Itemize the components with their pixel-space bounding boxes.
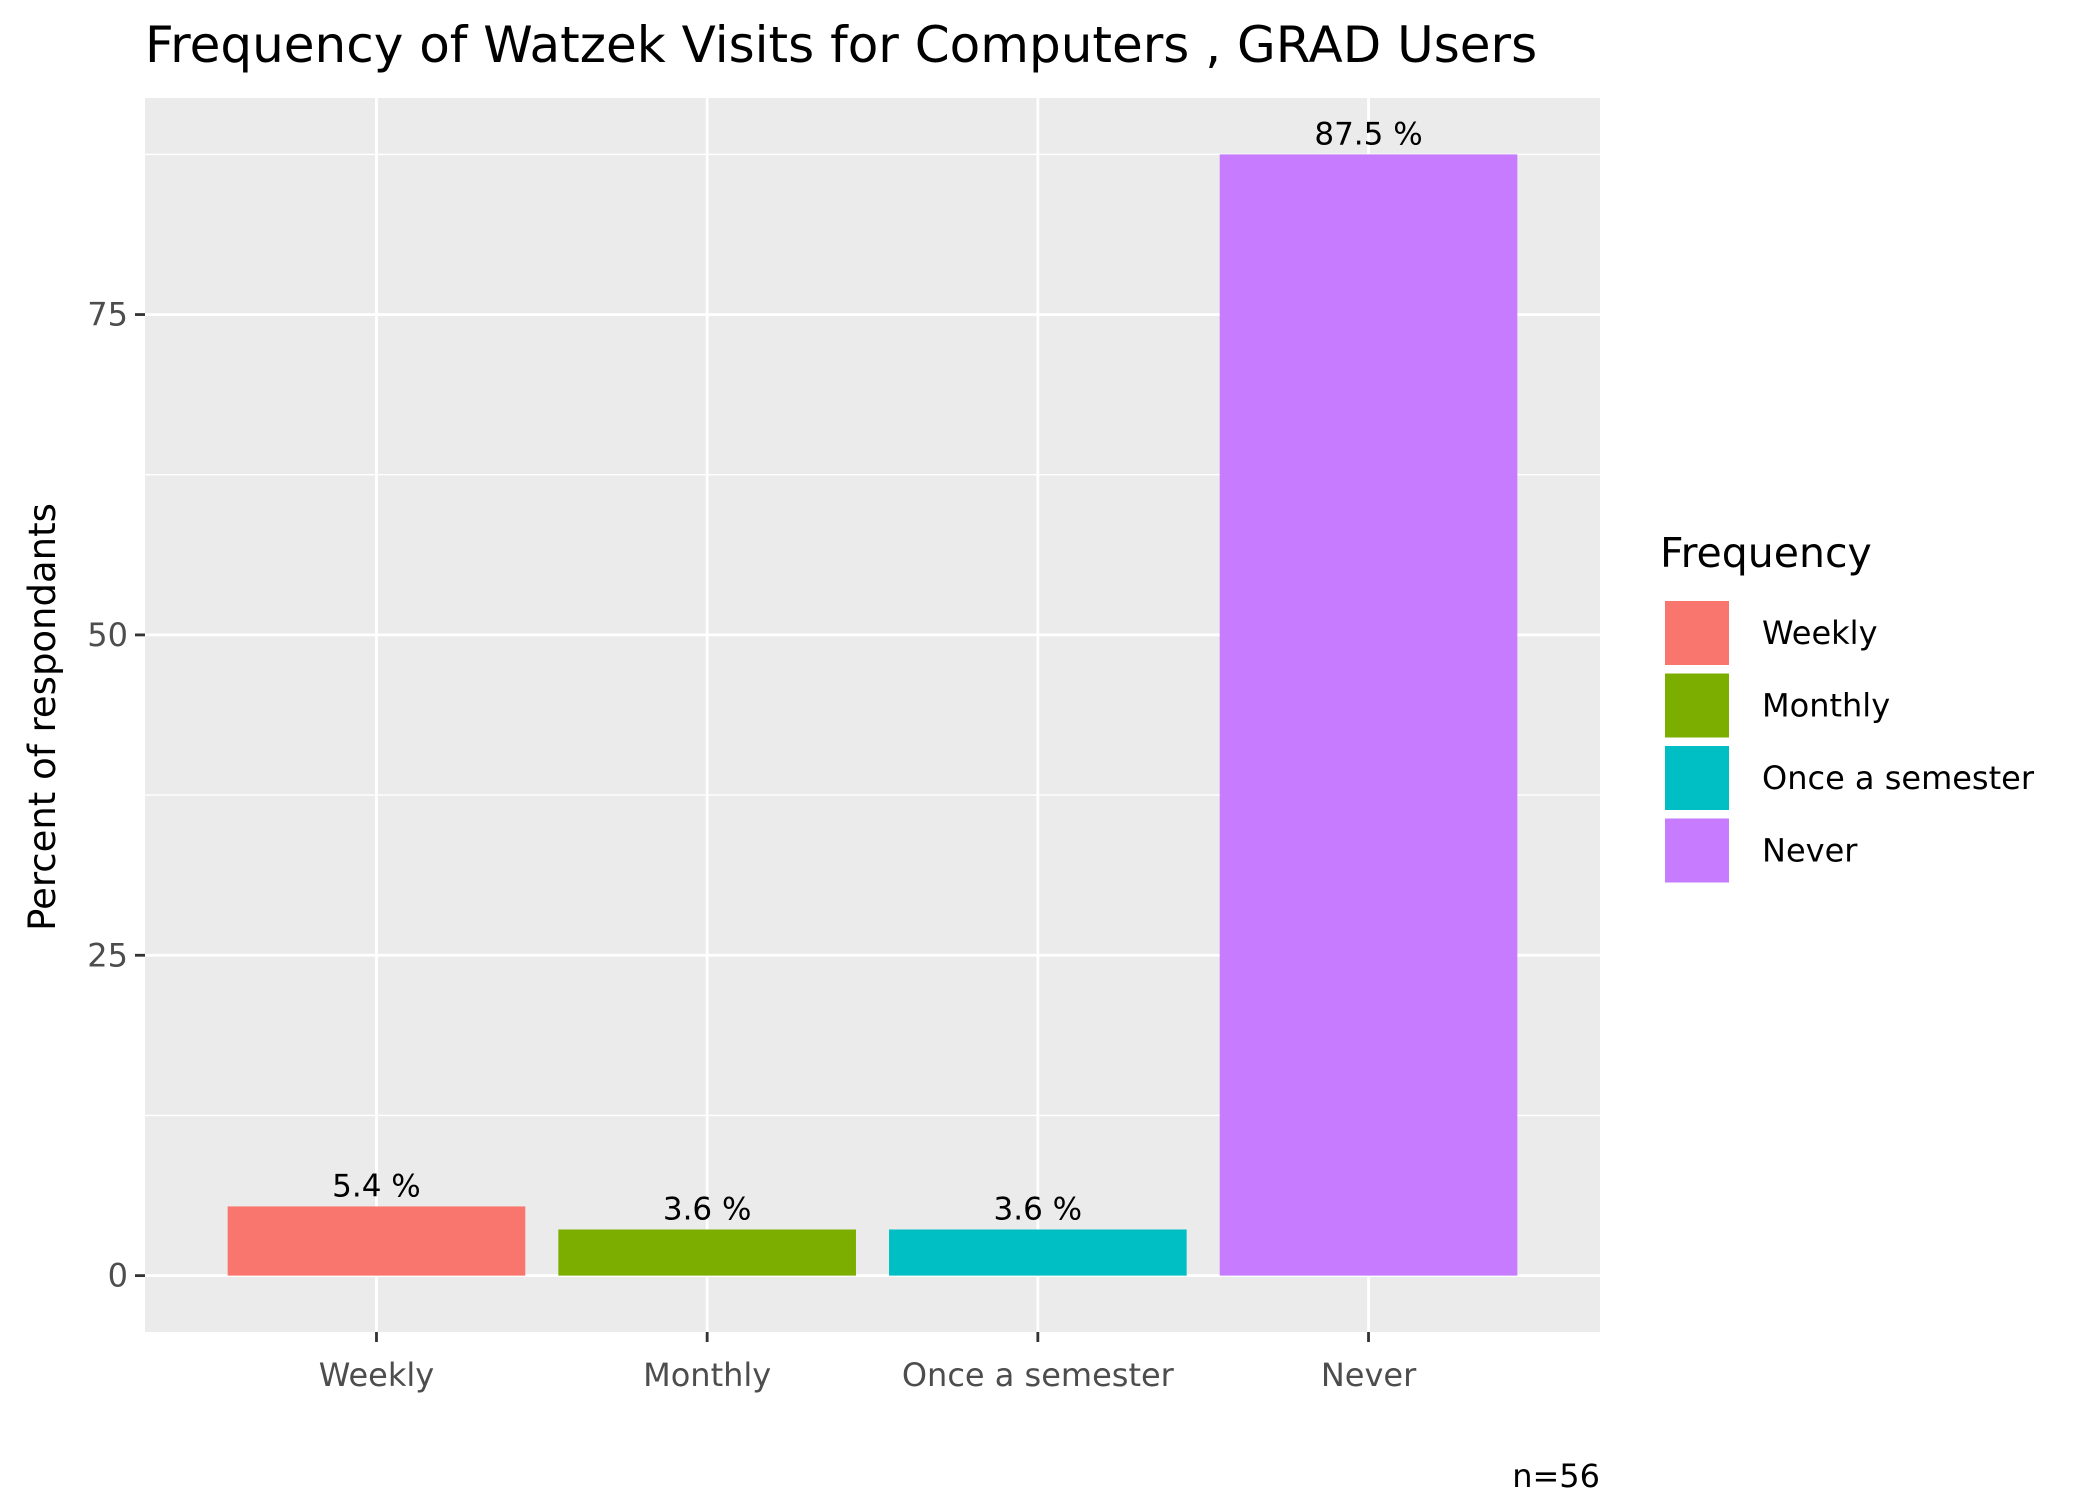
y-axis-title: Percent of respondants [21,503,64,931]
legend-title: Frequency [1660,529,1872,577]
bar-never [1219,154,1518,1276]
legend-items: Weekly Monthly Once a semester Never [1663,599,2035,885]
legend-swatch [1663,671,1731,740]
legend-swatch [1663,599,1731,667]
bar-weekly [227,1206,526,1276]
bar-value-label: 87.5 % [1314,116,1422,152]
legend: Frequency Weekly Monthly Once a semester Ne… [1660,529,2035,885]
bar-value-labels: 5.4 % 3.6 % 3.6 % 87.5 % [332,116,1423,1227]
legend-label: Once a semester [1762,759,2035,797]
bar-value-label: 3.6 % [994,1191,1083,1227]
bar-monthly [558,1229,856,1276]
sample-size-caption: n=56 [1512,1457,1600,1495]
bars [227,154,1518,1276]
legend-swatch [1663,816,1731,885]
bar-once-a-semester [889,1229,1187,1276]
legend-label: Weekly [1762,614,1878,652]
x-tick-label: Once a semester [902,1356,1175,1394]
x-tick-label: Monthly [643,1356,771,1394]
y-tick-label: 0 [108,1257,128,1295]
y-axis: 0 25 50 75 [87,296,145,1295]
legend-label: Monthly [1762,687,1890,725]
x-tick-label: Weekly [319,1356,435,1394]
legend-label: Never [1762,832,1858,870]
bar-value-label: 3.6 % [663,1191,752,1227]
chart-title: Frequency of Watzek Visits for Computers… [145,16,1537,74]
x-tick-label: Never [1321,1356,1417,1394]
legend-swatch [1663,744,1731,812]
y-tick-label: 75 [87,296,128,334]
x-axis: Weekly Monthly Once a semester Never [319,1332,1417,1394]
bar-value-label: 5.4 % [332,1168,421,1204]
y-tick-label: 50 [87,616,128,654]
y-tick-label: 25 [87,936,128,974]
